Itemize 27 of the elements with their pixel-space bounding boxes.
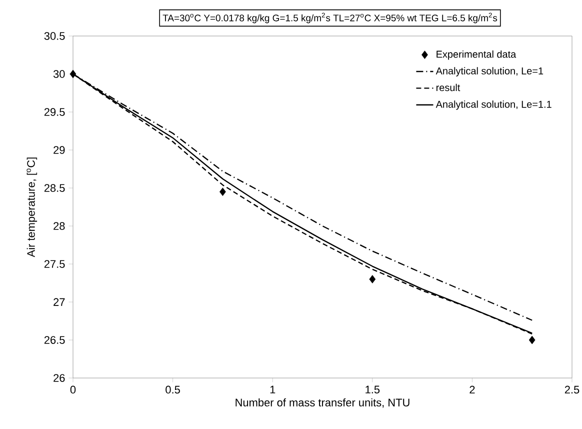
x-axis-title: Number of mass transfer units, NTU [236,398,410,408]
y-tick-label: 27.5 [44,260,65,268]
x-tick-label: 0.5 [166,386,180,394]
point [369,275,376,284]
legend-label: result [436,84,460,92]
y-tick-label: 28 [54,222,65,230]
y-tick-label: 26.5 [44,336,65,344]
point [528,336,536,344]
x-tick-label: 2.5 [564,386,580,394]
y-tick-label: 30 [53,70,65,78]
legend-label: Analytical solution, Le=1 [436,67,544,76]
chart-title: TA=30$^{o}$C Y=0.0178 kg/kg G=1.5 kg/m$^{2}$s TL=27$^{o}$C X=95% wt TEG L=6.5 kg/m$^{2}$s [162,12,498,24]
legend-label: Analytical solution, Le=1.1 [436,100,552,110]
y-tick-label: 28.5 [44,184,65,192]
point [70,70,76,78]
x-tick-label: 1 [270,386,276,394]
x-tick-label: 1.5 [366,386,380,394]
y-tick-label: 26 [54,374,65,382]
y-tick-label: 27 [54,298,65,306]
point [220,188,226,196]
y-tick-label: 29 [54,146,65,154]
x-tick-label: 2 [470,386,475,394]
y-tick-label: 30.5 [44,32,65,40]
x-tick-label: 0 [70,386,76,394]
y-tick-label: 29.5 [44,108,65,116]
legend-label: Experimental data [436,50,516,60]
y-axis-title: Air temperature, [$^{o}$C] [26,158,38,258]
